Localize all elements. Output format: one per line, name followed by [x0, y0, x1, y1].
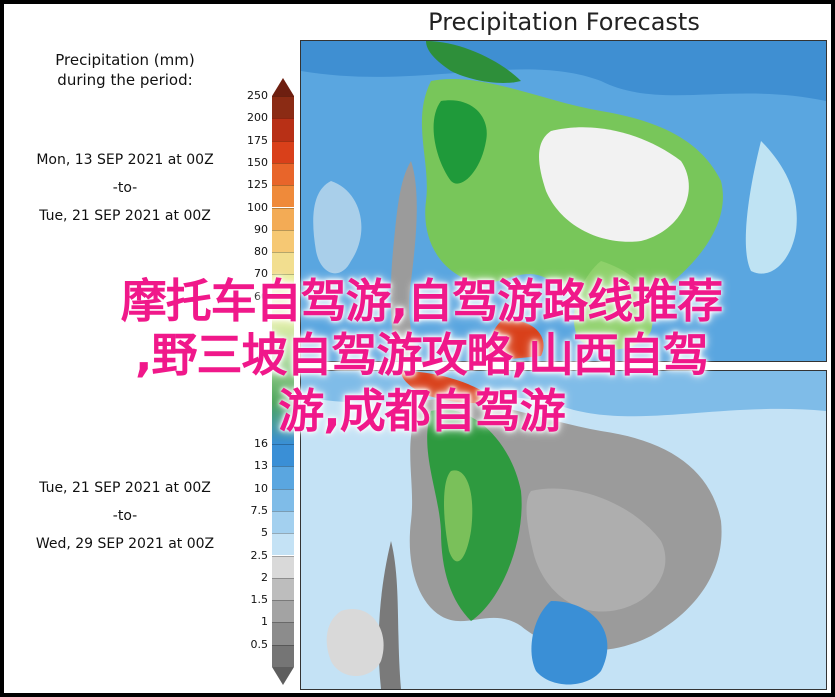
top-color-cell — [272, 207, 294, 230]
bottom-period-sep: -to- — [112, 508, 138, 524]
top-tick-label: 175 — [247, 133, 268, 147]
map-frame: Precipitation Forecasts Precipitation (m… — [4, 4, 831, 693]
bottom-color-cell — [272, 577, 294, 601]
bottom-color-cell — [272, 600, 294, 623]
top-color-cell — [272, 162, 294, 186]
top-color-cell — [272, 185, 294, 208]
overlay-line-2: ,野三坡自驾游攻略,山西自驾 — [135, 328, 709, 382]
top-tick-label: 100 — [247, 200, 268, 214]
top-color-cell — [272, 96, 294, 119]
bottom-tick-label: 10 — [254, 481, 268, 495]
top-tick-label: 90 — [254, 222, 268, 236]
bottom-period: Tue, 21 SEP 2021 at 00Z -to- Wed, 29 SEP… — [12, 478, 238, 554]
top-tick-label: 200 — [247, 111, 268, 125]
top-tick-label: 60 — [254, 289, 268, 303]
bottom-color-cell — [272, 488, 294, 511]
bottom-color-cell — [272, 533, 294, 556]
bottom-tick-label: 0.5 — [250, 637, 269, 651]
top-tick-label: 80 — [254, 245, 268, 259]
top-color-cell — [272, 274, 294, 297]
legend-heading-line1: Precipitation (mm) — [55, 51, 195, 69]
bottom-tick-label: 1.5 — [250, 593, 269, 607]
bottom-tick-label: 1 — [261, 615, 268, 629]
colorbar-top-arrow — [272, 78, 294, 96]
colorbar-bottom-arrow — [272, 667, 294, 685]
bottom-color-cell — [272, 555, 294, 578]
top-color-cell — [272, 229, 294, 253]
top-color-cell — [272, 140, 294, 163]
legend-heading: Precipitation (mm) during the period: — [12, 50, 238, 90]
bottom-period-to: Wed, 29 SEP 2021 at 00Z — [35, 536, 215, 552]
bottom-tick-label: 13 — [254, 459, 268, 473]
colorbar-middle-band — [272, 319, 294, 444]
bottom-tick-label: 7.5 — [250, 503, 269, 517]
map-panel-top — [300, 40, 827, 362]
top-period: Mon, 13 SEP 2021 at 00Z -to- Tue, 21 SEP… — [12, 150, 238, 226]
bottom-color-cell — [272, 444, 294, 467]
bottom-color-cell — [272, 644, 294, 667]
top-color-cell — [272, 296, 294, 319]
bottom-tick-label: 2 — [261, 570, 268, 584]
bottom-period-from: Tue, 21 SEP 2021 at 00Z — [39, 480, 211, 496]
top-period-to: Tue, 21 SEP 2021 at 00Z — [39, 208, 211, 224]
legend-heading-line2: during the period: — [57, 71, 193, 89]
overlay-line-3: 游,成都自驾游 — [278, 384, 565, 438]
top-tick-label: 250 — [247, 89, 268, 102]
top-tick-label: 125 — [247, 178, 268, 192]
top-color-cell — [272, 118, 294, 141]
top-tick-label: 70 — [254, 267, 268, 281]
bottom-tick-label: 5 — [261, 526, 268, 540]
bottom-color-cell — [272, 622, 294, 645]
bottom-tick-label: 16 — [254, 437, 268, 450]
top-period-from: Mon, 13 SEP 2021 at 00Z — [36, 152, 214, 168]
bottom-color-cell — [272, 510, 294, 534]
map-title: Precipitation Forecasts — [428, 8, 700, 36]
overlay-line-1: 摩托车自驾游,自驾游路线推荐 — [120, 274, 723, 328]
map-panel-bottom — [300, 370, 827, 690]
top-tick-label: 150 — [247, 155, 268, 169]
bottom-tick-label: 2.5 — [250, 548, 269, 562]
top-color-cell — [272, 252, 294, 275]
bottom-color-cell — [272, 466, 294, 489]
top-period-sep: -to- — [112, 180, 138, 196]
